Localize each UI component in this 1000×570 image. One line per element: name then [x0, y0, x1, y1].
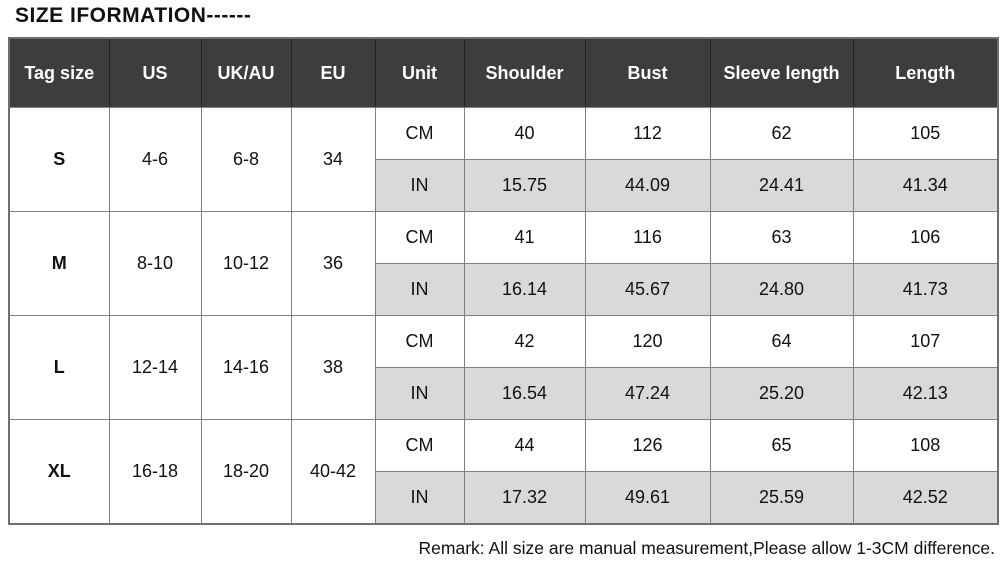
length-cell: 107: [852, 315, 999, 368]
bust-cell: 112: [584, 107, 711, 160]
sleeve-length-cell: 64: [709, 315, 854, 368]
sleeve-length-cell: 24.41: [709, 159, 854, 212]
shoulder-cell: 17.32: [463, 471, 586, 525]
table-row-l-cm: L 12-14 14-16 38 CM 42 120 64 107: [8, 315, 999, 420]
us-cell: 4-6: [108, 107, 202, 212]
header-length: Length: [852, 37, 999, 108]
bust-cell: 44.09: [584, 159, 711, 212]
bust-cell: 120: [584, 315, 711, 368]
header-sleeve-length: Sleeve length: [709, 37, 854, 108]
shoulder-cell: 16.54: [463, 367, 586, 420]
unit-cell: CM: [374, 107, 465, 160]
unit-cell: IN: [374, 263, 465, 316]
length-cell: 108: [852, 419, 999, 472]
length-cell: 42.52: [852, 471, 999, 525]
bust-cell: 47.24: [584, 367, 711, 420]
header-tag-size: Tag size: [8, 37, 110, 108]
bust-cell: 126: [584, 419, 711, 472]
us-cell: 8-10: [108, 211, 202, 316]
unit-cell: IN: [374, 471, 465, 525]
eu-cell: 36: [290, 211, 376, 316]
size-table: Tag size US UK/AU EU Unit Shoulder Bust …: [8, 37, 999, 525]
table-row-m-cm: M 8-10 10-12 36 CM 41 116 63 106: [8, 211, 999, 316]
table-row-xl-in: IN 17.32 49.61 25.59 42.52: [9, 471, 999, 525]
unit-cell: CM: [374, 211, 465, 264]
eu-cell: 40-42: [290, 419, 376, 525]
uk-au-cell: 6-8: [200, 107, 292, 212]
sleeve-length-cell: 25.59: [709, 471, 854, 525]
bust-cell: 116: [584, 211, 711, 264]
eu-cell: 34: [290, 107, 376, 212]
header-row: Tag size US UK/AU EU Unit Shoulder Bust …: [8, 37, 999, 108]
sleeve-length-cell: 65: [709, 419, 854, 472]
length-cell: 41.73: [852, 263, 999, 316]
unit-cell: CM: [374, 315, 465, 368]
us-cell: 12-14: [108, 315, 202, 420]
shoulder-cell: 41: [463, 211, 586, 264]
tag-size-cell: XL: [8, 419, 110, 525]
length-cell: 106: [852, 211, 999, 264]
shoulder-cell: 42: [463, 315, 586, 368]
table-row-l-in: IN 16.54 47.24 25.20 42.13: [9, 367, 999, 420]
unit-cell: CM: [374, 419, 465, 472]
header-us: US: [108, 37, 202, 108]
unit-cell: IN: [374, 159, 465, 212]
bust-cell: 49.61: [584, 471, 711, 525]
shoulder-cell: 15.75: [463, 159, 586, 212]
tag-size-cell: S: [8, 107, 110, 212]
shoulder-cell: 16.14: [463, 263, 586, 316]
table-row-s-cm: S 4-6 6-8 34 CM 40 112 62 105: [8, 107, 999, 212]
header-shoulder: Shoulder: [463, 37, 586, 108]
table-row-xl-cm: XL 16-18 18-20 40-42 CM 44 126 65 108: [8, 419, 999, 525]
uk-au-cell: 18-20: [200, 419, 292, 525]
us-cell: 16-18: [108, 419, 202, 525]
table-row-m-in: IN 16.14 45.67 24.80 41.73: [9, 263, 999, 316]
length-cell: 105: [852, 107, 999, 160]
remark-text: Remark: All size are manual measurement,…: [418, 538, 995, 558]
bust-cell: 45.67: [584, 263, 711, 316]
header-unit: Unit: [374, 37, 465, 108]
uk-au-cell: 10-12: [200, 211, 292, 316]
tag-size-cell: L: [8, 315, 110, 420]
header-eu: EU: [290, 37, 376, 108]
table-row-s-in: IN 15.75 44.09 24.41 41.34: [9, 159, 999, 212]
unit-cell: IN: [374, 367, 465, 420]
sleeve-length-cell: 62: [709, 107, 854, 160]
header-uk-au: UK/AU: [200, 37, 292, 108]
length-cell: 41.34: [852, 159, 999, 212]
header-bust: Bust: [584, 37, 711, 108]
shoulder-cell: 40: [463, 107, 586, 160]
sleeve-length-cell: 63: [709, 211, 854, 264]
page-title: SIZE IFORMATION------: [15, 4, 252, 27]
sleeve-length-cell: 25.20: [709, 367, 854, 420]
sleeve-length-cell: 24.80: [709, 263, 854, 316]
shoulder-cell: 44: [463, 419, 586, 472]
eu-cell: 38: [290, 315, 376, 420]
uk-au-cell: 14-16: [200, 315, 292, 420]
tag-size-cell: M: [8, 211, 110, 316]
length-cell: 42.13: [852, 367, 999, 420]
